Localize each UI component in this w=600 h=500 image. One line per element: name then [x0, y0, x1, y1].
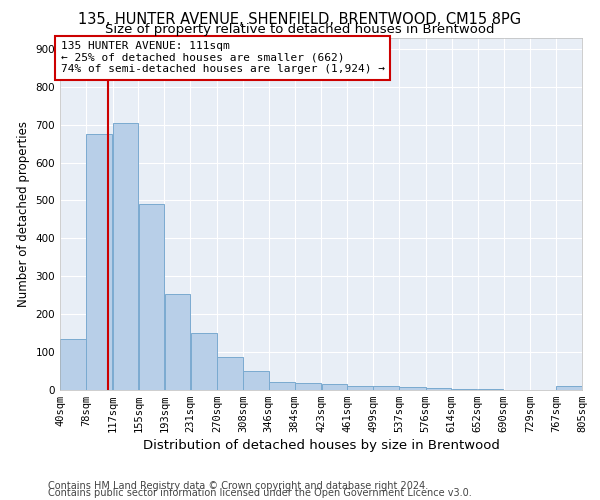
Text: 135 HUNTER AVENUE: 111sqm
← 25% of detached houses are smaller (662)
74% of semi: 135 HUNTER AVENUE: 111sqm ← 25% of detac… — [61, 42, 385, 74]
Bar — [164, 294, 190, 390]
Bar — [295, 383, 321, 390]
Bar — [86, 134, 112, 390]
Text: Contains public sector information licensed under the Open Government Licence v3: Contains public sector information licen… — [48, 488, 472, 498]
Bar — [191, 333, 217, 390]
Bar — [269, 382, 295, 390]
Text: Size of property relative to detached houses in Brentwood: Size of property relative to detached ho… — [105, 22, 495, 36]
Text: 135, HUNTER AVENUE, SHENFIELD, BRENTWOOD, CM15 8PG: 135, HUNTER AVENUE, SHENFIELD, BRENTWOOD… — [79, 12, 521, 28]
Text: Contains HM Land Registry data © Crown copyright and database right 2024.: Contains HM Land Registry data © Crown c… — [48, 481, 428, 491]
Bar — [139, 204, 164, 390]
Bar — [556, 386, 582, 390]
Bar — [347, 386, 373, 390]
Bar — [217, 357, 242, 390]
Bar — [452, 389, 478, 390]
Bar — [478, 389, 503, 390]
Bar — [373, 386, 399, 390]
Bar — [113, 123, 138, 390]
Bar — [60, 339, 86, 390]
Y-axis label: Number of detached properties: Number of detached properties — [17, 120, 30, 306]
Bar — [426, 388, 451, 390]
Bar — [322, 384, 347, 390]
Bar — [243, 371, 269, 390]
Bar — [400, 386, 425, 390]
X-axis label: Distribution of detached houses by size in Brentwood: Distribution of detached houses by size … — [143, 440, 499, 452]
